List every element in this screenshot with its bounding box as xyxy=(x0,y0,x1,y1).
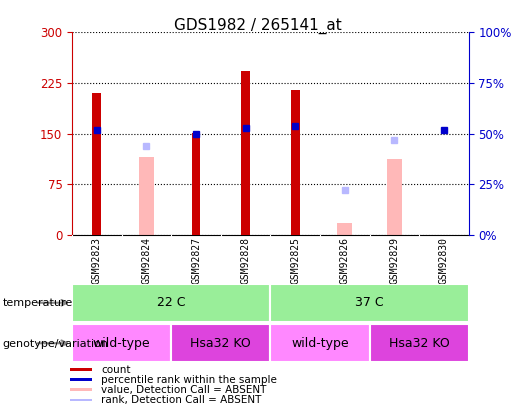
Bar xyxy=(70,368,92,371)
Bar xyxy=(270,324,369,362)
Text: Hsa32 KO: Hsa32 KO xyxy=(191,337,251,350)
Bar xyxy=(270,284,469,322)
Text: GSM92829: GSM92829 xyxy=(389,237,399,284)
Bar xyxy=(92,93,101,235)
Bar xyxy=(337,223,352,235)
Text: rank, Detection Call = ABSENT: rank, Detection Call = ABSENT xyxy=(101,395,262,405)
Bar xyxy=(70,399,92,401)
Bar xyxy=(139,157,154,235)
Bar xyxy=(241,71,250,235)
Text: GSM92828: GSM92828 xyxy=(241,237,251,284)
Bar xyxy=(387,159,402,235)
Text: GDS1982 / 265141_at: GDS1982 / 265141_at xyxy=(174,18,341,34)
Text: GSM92826: GSM92826 xyxy=(340,237,350,284)
Text: wild-type: wild-type xyxy=(291,337,349,350)
Bar xyxy=(72,284,270,322)
Bar xyxy=(70,388,92,391)
Bar xyxy=(192,133,200,235)
Text: GSM92824: GSM92824 xyxy=(142,237,151,284)
Bar xyxy=(171,324,270,362)
Text: temperature: temperature xyxy=(3,298,73,308)
Bar xyxy=(70,378,92,381)
Text: 37 C: 37 C xyxy=(355,296,384,309)
Text: wild-type: wild-type xyxy=(93,337,150,350)
Text: value, Detection Call = ABSENT: value, Detection Call = ABSENT xyxy=(101,385,267,395)
Bar xyxy=(370,324,469,362)
Text: count: count xyxy=(101,364,131,375)
Bar xyxy=(72,324,171,362)
Text: GSM92823: GSM92823 xyxy=(92,237,102,284)
Text: GSM92825: GSM92825 xyxy=(290,237,300,284)
Text: Hsa32 KO: Hsa32 KO xyxy=(389,337,450,350)
Text: GSM92827: GSM92827 xyxy=(191,237,201,284)
Text: GSM92830: GSM92830 xyxy=(439,237,449,284)
Text: percentile rank within the sample: percentile rank within the sample xyxy=(101,375,277,385)
Text: genotype/variation: genotype/variation xyxy=(3,339,109,349)
Text: 22 C: 22 C xyxy=(157,296,185,309)
Bar xyxy=(290,90,300,235)
